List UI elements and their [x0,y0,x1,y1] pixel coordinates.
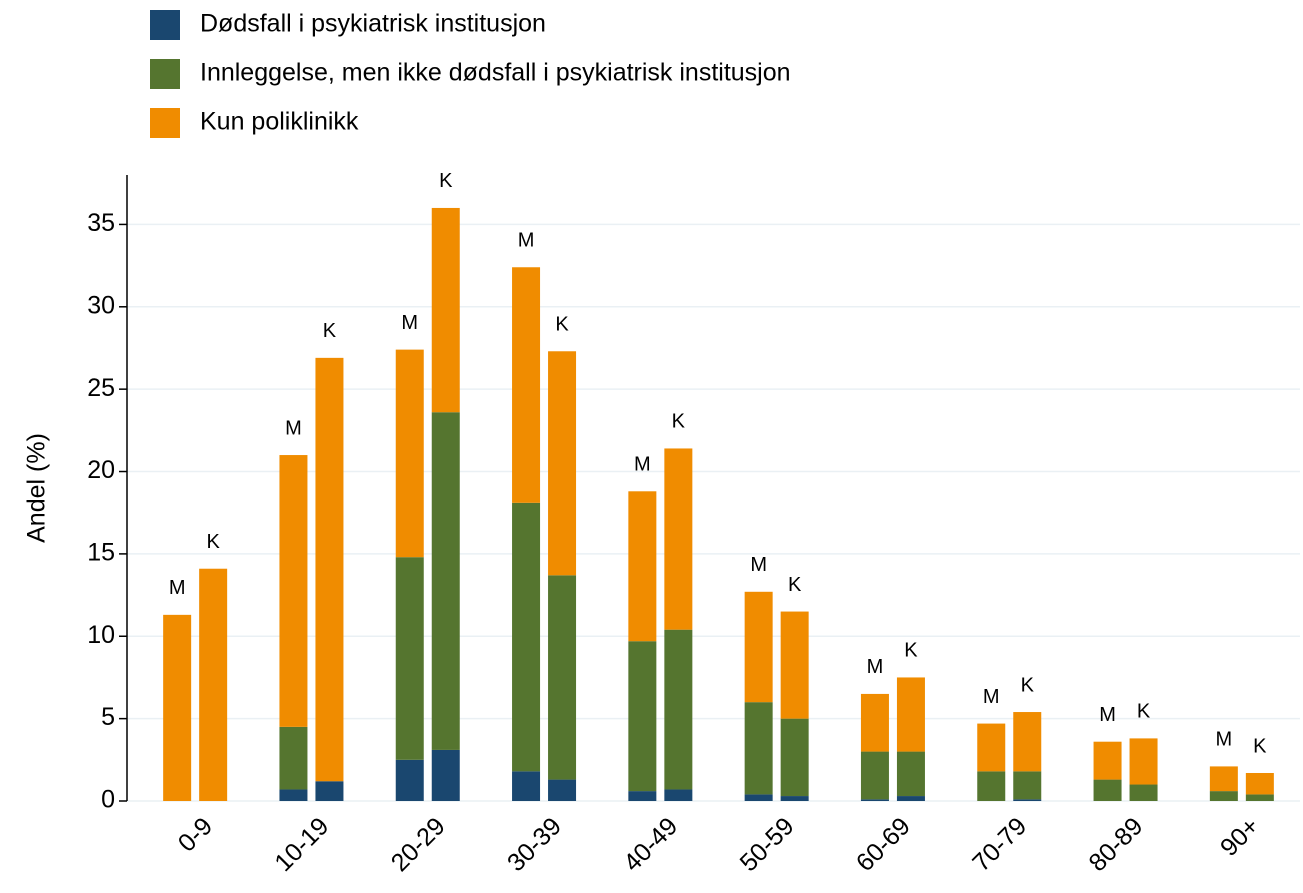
x-tick-label: 40-49 [618,812,683,877]
group-label: K [1137,701,1151,723]
bar-segment [1013,799,1042,801]
bar-segment [431,207,460,413]
group-label: M [634,454,651,476]
legend-label: Dødsfall i psykiatrisk institusjon [200,10,546,38]
group-label: K [206,531,220,553]
group-label: K [323,320,337,342]
bar-segment [1129,784,1158,801]
bar-segment [1245,772,1274,795]
legend-swatch [150,10,180,40]
group-label: M [983,686,1000,708]
group-label: M [401,312,418,334]
bar-segment [548,351,577,576]
bar-segment [1129,738,1158,785]
bar-segment [512,771,541,801]
group-label: K [1021,674,1035,696]
bar-segment [431,412,460,750]
bar-segment [163,614,192,801]
group-label: M [750,554,767,576]
bar-segment [664,448,693,630]
group-label: M [1216,729,1233,751]
y-tick-label: 25 [87,374,115,402]
bar-segment [977,723,1006,772]
bar-segment [896,796,925,801]
x-tick-label: 60-69 [851,812,916,877]
y-tick-label: 0 [101,786,115,814]
bar-segment [780,796,809,801]
bar-segment [315,357,344,782]
group-label: M [1099,704,1116,726]
bar-segment [431,749,460,801]
legend-label: Kun poliklinikk [200,108,359,136]
bar-segment [744,794,773,801]
bar-segment [512,502,541,772]
bar-segment [664,789,693,801]
x-tick-label: 80-89 [1083,812,1148,877]
group-label: K [672,411,686,433]
group-label: M [867,656,884,678]
bar-segment [1209,766,1238,792]
bar-segment [780,718,809,797]
x-tick-label: 50-59 [735,812,800,877]
y-tick-label: 35 [87,209,115,237]
y-axis-label: Andel (%) [23,433,51,543]
group-label: K [788,574,802,596]
bar-segment [1093,779,1122,801]
bar-segment [664,629,693,790]
y-tick-label: 30 [87,291,115,319]
bar-segment [279,726,308,790]
bar-segment [744,702,773,795]
y-tick-label: 10 [87,621,115,649]
x-tick-label: 10-19 [269,812,334,877]
bar-segment [860,751,889,800]
bar-segment [628,791,657,801]
bar-segment [896,677,925,752]
bar-segment [395,349,424,558]
bar-segment [1013,712,1042,772]
bar-segment [1013,771,1042,800]
group-label: K [1253,735,1267,757]
legend-label: Innleggelse, men ikke dødsfall i psykiat… [200,59,791,87]
group-label: K [439,170,453,192]
bar-segment [279,789,308,801]
legend-swatch [150,108,180,138]
bar-segment [860,693,889,752]
x-tick-label: 70-79 [967,812,1032,877]
group-label: K [555,314,569,336]
bar-segment [628,641,657,792]
group-label: M [285,417,302,439]
group-label: M [518,230,535,252]
y-tick-label: 20 [87,456,115,484]
legend-swatch [150,59,180,89]
bar-segment [199,568,228,801]
x-tick-label: 0-9 [173,812,218,857]
bar-segment [896,751,925,797]
y-tick-label: 5 [101,703,115,731]
bar-segment [780,611,809,719]
bar-segment [395,557,424,760]
bar-segment [1093,741,1122,780]
x-tick-label: 20-29 [386,812,451,877]
bar-segment [315,781,344,801]
x-tick-label: 30-39 [502,812,567,877]
bar-segment [628,491,657,642]
group-label: K [904,640,918,662]
y-tick-label: 15 [87,539,115,567]
bar-segment [512,267,541,503]
bar-segment [1209,791,1238,801]
bar-segment [548,575,577,780]
bar-segment [744,591,773,703]
bar-segment [860,799,889,801]
bar-segment [548,779,577,801]
x-tick-label: 90+ [1215,812,1265,862]
bar-segment [1245,794,1274,801]
bar-segment [279,455,308,727]
bar-segment [395,759,424,801]
bar-segment [977,771,1006,801]
group-label: M [169,577,186,599]
